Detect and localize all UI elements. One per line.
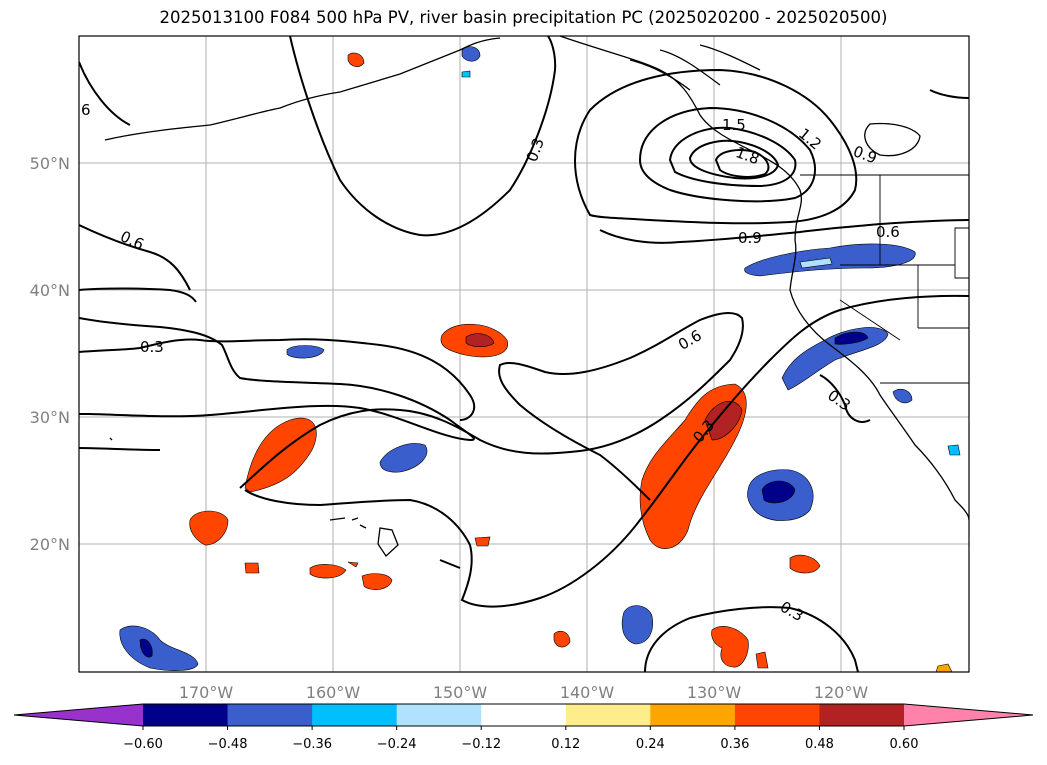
precip-shading xyxy=(119,46,961,672)
neg-blob-navy xyxy=(761,480,796,504)
colorbar-tick-label: 0.36 xyxy=(720,737,749,752)
colorbar-tick-label: −0.48 xyxy=(208,737,248,752)
contour-label: 6 xyxy=(81,101,91,119)
neg-blob-lightblue xyxy=(461,70,471,78)
lon-axis-labels: 170°W 160°W 150°W 140°W 130°W 120°W xyxy=(179,683,869,702)
lon-label: 160°W xyxy=(306,683,361,702)
colorbar-tick-label: 0.12 xyxy=(551,737,580,752)
neg-blob-blue xyxy=(461,46,481,62)
lon-label: 170°W xyxy=(179,683,234,702)
lat-label: 20°N xyxy=(30,535,70,554)
pos-blob-orange xyxy=(711,626,749,668)
neg-blob-blue xyxy=(781,327,889,391)
colorbar-segment xyxy=(227,704,313,726)
neg-blob-blue xyxy=(379,443,428,473)
lon-label: 140°W xyxy=(560,683,615,702)
colorbar: −0.60 −0.48 −0.36 −0.24 −0.12 0.12 0.24 0.36 0.4… xyxy=(13,703,1034,752)
neg-blob-blue xyxy=(621,605,653,645)
neg-blob-blue xyxy=(892,388,913,404)
pos-blob-orange xyxy=(244,417,317,493)
colorbar-segment xyxy=(565,704,651,726)
colorbar-segment xyxy=(312,704,398,726)
colorbar-segment xyxy=(396,704,482,726)
neg-blob-navy xyxy=(139,638,153,658)
colorbar-segment xyxy=(481,704,567,726)
pos-blob-orange xyxy=(361,573,393,590)
colorbar-segment xyxy=(143,704,229,726)
pos-blob-darkred xyxy=(465,333,495,348)
colorbar-tick-label: −0.12 xyxy=(461,737,501,752)
contour-label: 1.5 xyxy=(722,116,746,134)
coastlines xyxy=(104,36,969,557)
pos-blob-orange xyxy=(789,554,821,574)
map-frame xyxy=(78,35,970,673)
colorbar-extend-max xyxy=(904,704,1033,726)
contour-label: 0.6 xyxy=(876,223,900,241)
map-area: 6 0.3 0.6 0.3 0.6 0.3 0.9 0.6 0.9 1.2 1.… xyxy=(79,36,969,672)
lat-label: 40°N xyxy=(30,281,70,300)
map-title: 2025013100 F084 500 hPa PV, river basin … xyxy=(159,8,888,27)
lon-label: 120°W xyxy=(814,683,869,702)
colorbar-tick-label: −0.36 xyxy=(292,737,332,752)
neg-blob-blue xyxy=(119,625,199,671)
pos-blob-yellow xyxy=(935,663,953,672)
pos-blob-orange xyxy=(347,52,365,68)
pos-blob-darkred xyxy=(704,401,743,441)
contour-label: 0.3 xyxy=(140,338,164,356)
pos-blob-orange xyxy=(244,562,260,574)
neg-blob-lightblue xyxy=(947,444,961,456)
neg-blob-navy xyxy=(834,331,869,345)
pv-contours xyxy=(79,36,969,672)
lat-axis-labels: 50°N 40°N 30°N 20°N xyxy=(30,154,70,554)
pos-blob-orange xyxy=(755,651,769,669)
colorbar-tick-label: 0.24 xyxy=(636,737,665,752)
neg-blob-blue xyxy=(286,345,325,359)
lon-label: 130°W xyxy=(687,683,742,702)
colorbar-tick-label: 0.48 xyxy=(805,737,834,752)
pos-blob-orange xyxy=(347,561,359,568)
pos-blob-orange xyxy=(553,630,571,648)
lon-label: 150°W xyxy=(433,683,488,702)
lat-label: 50°N xyxy=(30,154,70,173)
colorbar-extend-min xyxy=(14,704,143,726)
contour-label: 0.9 xyxy=(738,229,762,247)
colorbar-tick-label: 0.60 xyxy=(890,737,919,752)
colorbar-segment xyxy=(650,704,736,726)
lat-label: 30°N xyxy=(30,408,70,427)
neg-blob-lightblue xyxy=(799,257,833,269)
colorbar-segment xyxy=(819,704,905,726)
colorbar-tick-label: −0.60 xyxy=(123,737,163,752)
colorbar-tick-label: −0.24 xyxy=(377,737,417,752)
pos-blob-orange xyxy=(309,564,347,579)
pos-blob-orange xyxy=(474,536,491,547)
pos-blob-orange xyxy=(189,510,229,546)
colorbar-segment xyxy=(734,704,820,726)
